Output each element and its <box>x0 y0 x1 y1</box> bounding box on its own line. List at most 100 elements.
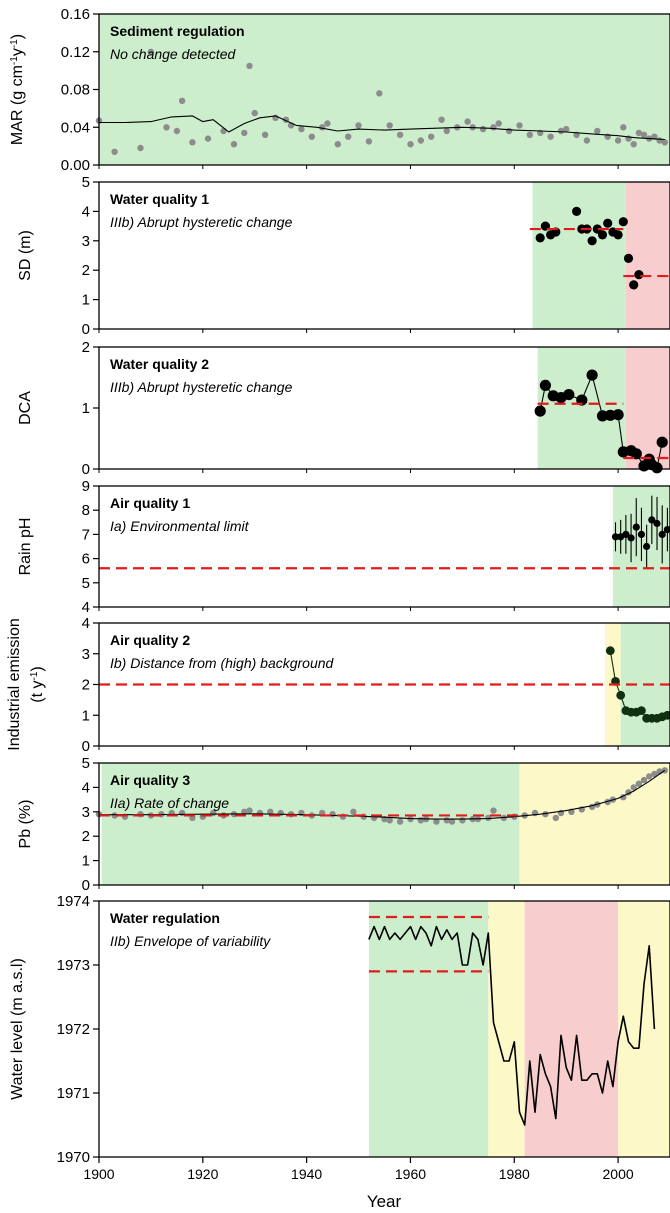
panel-subtitle: Ib) Distance from (high) background <box>110 655 335 671</box>
data-point <box>417 137 424 144</box>
y-tick-label: 0.16 <box>61 6 90 23</box>
data-point <box>635 129 643 137</box>
panels-layer: 0.00 0.04 0.08 0.12 0.16 MAR (g cm-1y-1) Sedim… <box>6 6 670 1166</box>
panel-subtitle: IIIb) Abrupt hysteretic change <box>110 379 293 395</box>
data-point <box>324 120 331 127</box>
data-point <box>464 118 471 125</box>
data-point <box>637 530 646 539</box>
panel-3: 0 1 2 DCA Water quality 2 IIIb) Abrupt hyster… <box>17 339 670 478</box>
data-point <box>563 125 570 133</box>
data-point <box>611 533 620 541</box>
y-tick-label: 2 <box>82 828 90 845</box>
y-tick-label: 6 <box>82 551 90 568</box>
y-tick-label: 1974 <box>57 893 90 910</box>
band-green <box>532 182 626 329</box>
data-point <box>630 448 642 460</box>
band-red <box>524 901 619 1157</box>
data-point <box>616 690 626 700</box>
data-point <box>612 409 624 421</box>
data-point <box>261 131 269 138</box>
y-tick-label: 1970 <box>57 1149 90 1166</box>
data-point <box>376 90 383 97</box>
data-point <box>111 812 118 819</box>
panel-title: Air quality 1 <box>110 495 190 511</box>
panel-title: Air quality 2 <box>110 632 190 648</box>
data-point <box>163 124 170 131</box>
data-point <box>648 516 656 524</box>
data-point <box>539 379 552 391</box>
y-tick-label: 3 <box>82 804 90 821</box>
panel-5: 0 1 2 3 4 Industrial emission (t y-1) Air quali… <box>6 615 670 755</box>
band-green <box>368 901 489 1157</box>
y-axis-title: MAR (g cm-1y-1) <box>9 34 27 145</box>
panel-7: 1970 1971 1972 1973 1974 Water level (m a.s.l… <box>9 893 670 1166</box>
panel-title: Water regulation <box>110 910 220 926</box>
x-axis-title: Year <box>367 1192 402 1211</box>
y-tick-label: 1 <box>82 400 90 417</box>
y-axis-title: Pb (%) <box>17 800 34 849</box>
data-point <box>620 124 627 131</box>
data-point <box>653 519 661 528</box>
shared-x-axis: 1900 1920 1940 1960 1980 2000 <box>83 165 634 1182</box>
y-tick-label: 4 <box>82 615 90 632</box>
data-point <box>572 206 582 216</box>
data-point <box>438 116 445 123</box>
y-tick-label: 1972 <box>57 1021 90 1038</box>
data-point <box>622 530 630 539</box>
panel-1: 0.00 0.04 0.08 0.12 0.16 MAR (g cm-1y-1) Sedim… <box>9 6 670 174</box>
panel-title: Water quality 2 <box>110 356 209 372</box>
data-point <box>552 814 559 822</box>
data-point <box>547 133 554 140</box>
data-point <box>407 141 414 148</box>
band-yellow <box>488 901 525 1157</box>
data-point <box>563 389 575 401</box>
panel-frame <box>98 181 670 330</box>
y-axis-unit: (t y-1) <box>29 666 47 702</box>
data-point <box>479 125 487 133</box>
panel-title: Water quality 1 <box>110 191 209 207</box>
data-point <box>637 706 646 715</box>
y-tick-label: 5 <box>82 575 90 592</box>
series-1 <box>611 495 670 569</box>
y-tick-label: 9 <box>82 478 90 495</box>
x-tick-label: 1920 <box>187 1166 218 1182</box>
data-point <box>640 131 648 138</box>
data-point <box>230 141 238 148</box>
series-2 <box>99 115 665 141</box>
data-point <box>651 462 663 474</box>
y-tick-label: 5 <box>82 174 90 191</box>
y-axis-title: DCA <box>17 391 34 425</box>
y-tick-label: 0 <box>82 321 90 338</box>
data-point <box>490 807 497 814</box>
data-point <box>355 122 362 129</box>
data-point <box>661 139 668 146</box>
series-2 <box>99 769 666 820</box>
data-point <box>433 818 440 825</box>
y-tick-label: 2 <box>82 339 90 356</box>
data-point <box>594 127 601 135</box>
y-axis-title: Water level (m a.s.l) <box>9 958 26 1100</box>
panel-frame <box>98 762 670 886</box>
panel-subtitle: Ia) Environmental limit <box>110 518 250 534</box>
data-point <box>613 230 623 240</box>
panel-subtitle: IIb) Envelope of variability <box>110 933 271 949</box>
data-point <box>658 530 666 539</box>
y-tick-label: 0 <box>82 877 90 894</box>
y-tick-label: 0.08 <box>61 82 90 99</box>
data-point <box>308 133 315 140</box>
y-tick-label: 7 <box>82 526 90 543</box>
data-point <box>386 122 393 129</box>
data-point <box>542 811 549 818</box>
data-point <box>587 236 597 246</box>
data-point <box>630 141 637 148</box>
y-tick-label: 4 <box>82 599 90 616</box>
band-yellow <box>519 763 670 885</box>
y-tick-label: 0.04 <box>61 119 90 136</box>
y-axis-title: Rain pH <box>17 518 34 576</box>
y-tick-label: 5 <box>82 755 90 772</box>
y-tick-label: 4 <box>82 779 90 796</box>
data-point <box>345 133 352 140</box>
y-tick-label: 0.12 <box>61 44 90 61</box>
panel-subtitle: IIa) Rate of change <box>110 795 229 811</box>
data-point <box>137 144 144 152</box>
